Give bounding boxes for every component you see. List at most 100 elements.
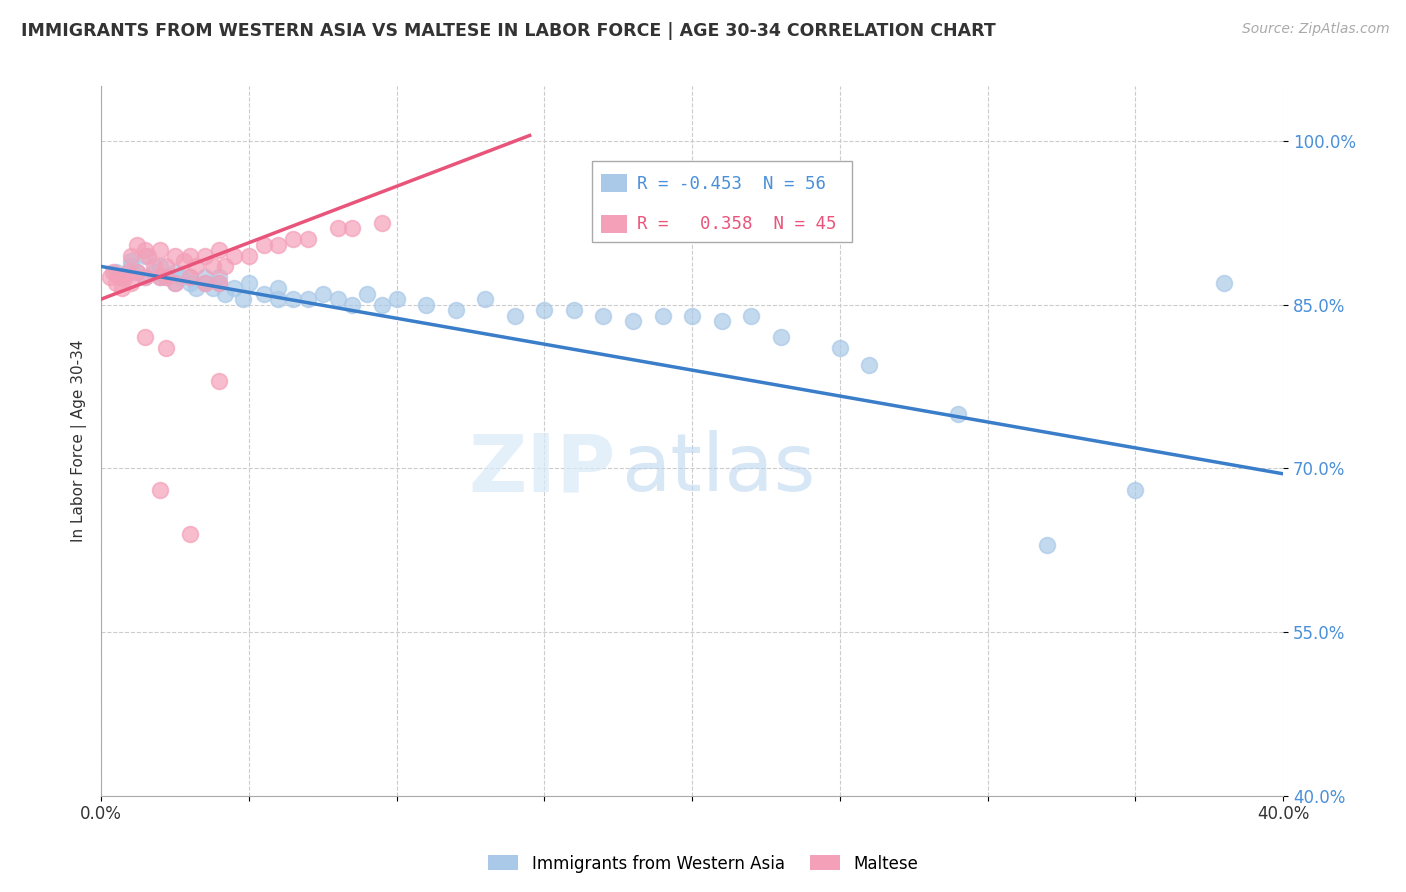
- Point: [740, 309, 762, 323]
- Point: [858, 358, 880, 372]
- Point: [371, 298, 394, 312]
- Text: Source: ZipAtlas.com: Source: ZipAtlas.com: [1241, 22, 1389, 37]
- Text: ZIP: ZIP: [468, 431, 616, 508]
- Point: [283, 292, 305, 306]
- Point: [224, 281, 246, 295]
- Point: [326, 292, 349, 306]
- Text: R = -0.453  N = 56: R = -0.453 N = 56: [637, 175, 825, 193]
- Point: [474, 292, 496, 306]
- Point: [163, 248, 186, 262]
- Point: [120, 260, 142, 274]
- Point: [179, 270, 201, 285]
- Point: [681, 309, 703, 323]
- Point: [155, 270, 177, 285]
- Point: [163, 276, 186, 290]
- Point: [562, 303, 585, 318]
- Point: [208, 276, 231, 290]
- Point: [179, 248, 201, 262]
- Point: [342, 221, 364, 235]
- Point: [267, 237, 290, 252]
- Point: [149, 243, 172, 257]
- Point: [149, 260, 172, 274]
- Point: [710, 314, 733, 328]
- Point: [297, 292, 319, 306]
- Point: [208, 374, 231, 388]
- Point: [149, 483, 172, 498]
- Point: [138, 248, 160, 262]
- Point: [385, 292, 408, 306]
- Y-axis label: In Labor Force | Age 30-34: In Labor Force | Age 30-34: [72, 340, 87, 542]
- Point: [125, 265, 148, 279]
- Point: [193, 276, 215, 290]
- Point: [193, 270, 215, 285]
- Point: [120, 254, 142, 268]
- Point: [312, 286, 335, 301]
- Point: [120, 276, 142, 290]
- Text: atlas: atlas: [621, 431, 815, 508]
- Point: [503, 309, 526, 323]
- Point: [101, 265, 124, 279]
- Point: [134, 248, 156, 262]
- Point: [155, 270, 177, 285]
- Point: [202, 281, 225, 295]
- Point: [415, 298, 437, 312]
- Point: [214, 286, 236, 301]
- Point: [179, 276, 201, 290]
- Point: [134, 243, 156, 257]
- FancyBboxPatch shape: [592, 161, 852, 243]
- Point: [253, 237, 276, 252]
- Point: [193, 248, 215, 262]
- Text: R =   0.358  N = 45: R = 0.358 N = 45: [637, 216, 837, 234]
- Point: [267, 292, 290, 306]
- Point: [621, 314, 644, 328]
- Point: [163, 265, 186, 279]
- Point: [946, 407, 969, 421]
- Point: [184, 281, 207, 295]
- Point: [193, 276, 215, 290]
- Point: [125, 237, 148, 252]
- Point: [651, 309, 673, 323]
- Point: [1035, 538, 1057, 552]
- Point: [444, 303, 467, 318]
- Point: [184, 260, 207, 274]
- Point: [163, 276, 186, 290]
- Point: [104, 265, 127, 279]
- Bar: [602, 175, 627, 192]
- Point: [143, 265, 166, 279]
- Point: [114, 270, 136, 285]
- Point: [224, 248, 246, 262]
- Point: [1125, 483, 1147, 498]
- Point: [214, 260, 236, 274]
- Point: [238, 248, 260, 262]
- Point: [283, 232, 305, 246]
- Point: [155, 341, 177, 355]
- Point: [143, 260, 166, 274]
- Point: [208, 276, 231, 290]
- Point: [202, 260, 225, 274]
- Point: [208, 270, 231, 285]
- Point: [297, 232, 319, 246]
- Point: [356, 286, 378, 301]
- Point: [149, 270, 172, 285]
- Point: [134, 270, 156, 285]
- Point: [104, 276, 127, 290]
- Point: [134, 270, 156, 285]
- Point: [253, 286, 276, 301]
- Point: [371, 216, 394, 230]
- Point: [592, 309, 614, 323]
- Point: [149, 270, 172, 285]
- Point: [342, 298, 364, 312]
- Point: [111, 281, 134, 295]
- Point: [108, 270, 131, 285]
- Point: [155, 260, 177, 274]
- Point: [111, 270, 134, 285]
- Point: [238, 276, 260, 290]
- Point: [173, 254, 195, 268]
- Point: [267, 281, 290, 295]
- Point: [828, 341, 851, 355]
- Legend: Immigrants from Western Asia, Maltese: Immigrants from Western Asia, Maltese: [482, 848, 924, 880]
- Point: [326, 221, 349, 235]
- Point: [769, 330, 792, 344]
- Point: [120, 248, 142, 262]
- Point: [232, 292, 254, 306]
